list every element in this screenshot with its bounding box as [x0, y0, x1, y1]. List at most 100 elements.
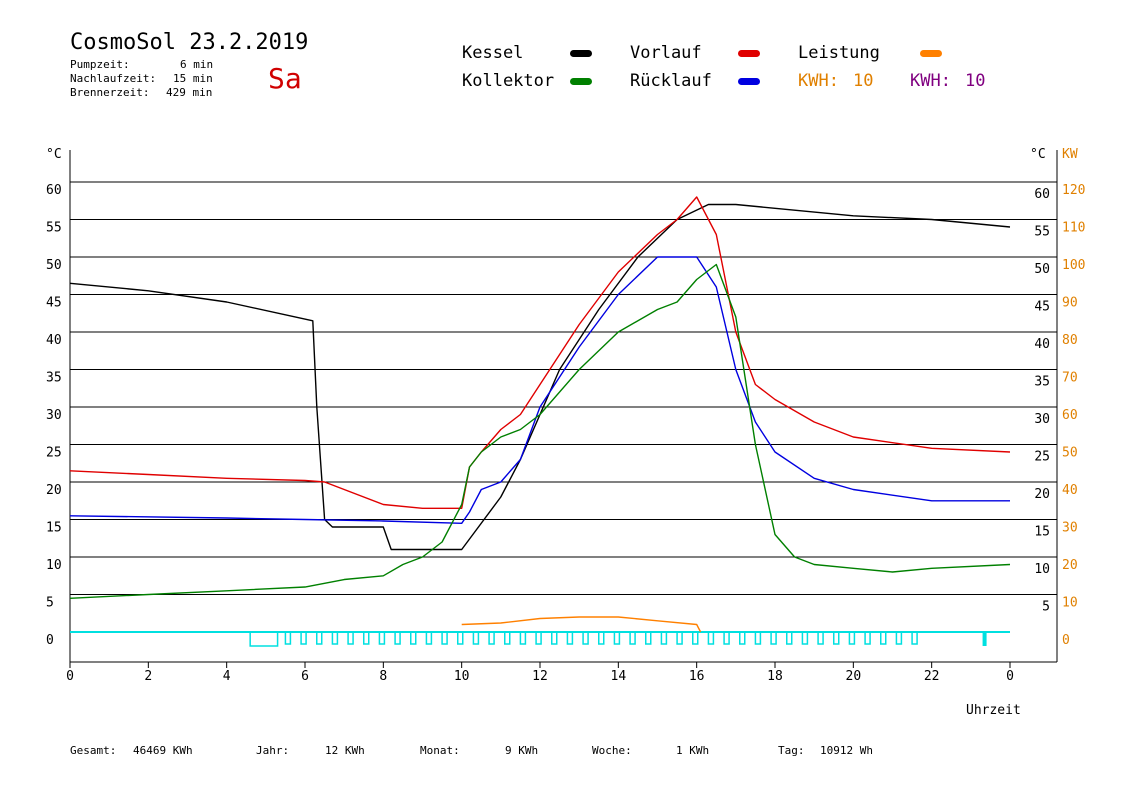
pump-marker [425, 631, 433, 645]
y-axis-right-celsius-label: °C [1030, 147, 1046, 162]
tick-labels: 0 2 4 6 8 10 12 14 16 18 20 22 005101520253035404550… [46, 183, 1085, 684]
y-tick-left-label: 30 [46, 408, 62, 423]
y-tick-right-celsius-label: 25 [1034, 450, 1050, 465]
footer-monat-label: Monat: [420, 744, 460, 757]
y-tick-left-label: 40 [46, 333, 62, 348]
y-tick-right-celsius-label: 5 [1042, 600, 1050, 615]
y-tick-left-label: 50 [46, 258, 62, 273]
pump-marker [441, 631, 448, 645]
series-line-3 [69, 256, 1010, 524]
y-tick-right-kw-label: 10 [1062, 596, 1078, 611]
series-line-4 [69, 263, 1011, 599]
pump-marker [723, 631, 730, 645]
y-tick-left-label: 20 [46, 483, 62, 498]
y-tick-left-label: 10 [46, 558, 62, 573]
pump-marker [817, 631, 824, 645]
y-tick-right-kw-label: 120 [1062, 183, 1085, 198]
x-tick-label: 6 [301, 669, 309, 684]
pump-marker [457, 631, 464, 645]
pump-marker-end [982, 632, 987, 646]
x-tick-label: 10 [454, 669, 470, 684]
pump-marker [378, 631, 386, 645]
x-tick-label: 22 [924, 669, 940, 684]
y-tick-right-kw-label: 0 [1062, 633, 1070, 648]
series-lines [69, 196, 1011, 633]
pump-marker [613, 631, 621, 645]
pump-marker [754, 631, 762, 645]
legend-kessel-label: Kessel [462, 43, 524, 63]
pump-marker [410, 631, 417, 645]
pump-marker [472, 631, 480, 645]
footer-tag-value: 10912 Wh [820, 744, 873, 757]
x-tick-label: 14 [611, 669, 627, 684]
y-tick-right-kw-label: 40 [1062, 483, 1078, 498]
y-tick-right-celsius-label: 50 [1034, 262, 1050, 277]
stat-pumpzeit-value: 6 min [180, 58, 214, 71]
footer-woche-label: Woche: [592, 744, 632, 757]
x-tick-label: 4 [223, 669, 231, 684]
stat-nachlaufzeit-value: 15 min [173, 72, 213, 85]
legend-ruecklauf-swatch [738, 78, 760, 85]
pump-marker [645, 631, 652, 645]
legend-kwh2-value: 10 [965, 71, 986, 91]
pump-marker [300, 631, 307, 645]
legend-kwh1-label: KWH: [798, 71, 839, 91]
pump-marker [770, 631, 777, 645]
y-tick-right-celsius-label: 45 [1034, 300, 1050, 315]
y-tick-left-label: 60 [46, 183, 62, 198]
legend-ruecklauf-label: Rücklauf [630, 71, 712, 91]
y-tick-right-celsius-label: 40 [1034, 337, 1050, 352]
legend-kollektor-label: Kollektor [462, 71, 555, 91]
series-line-2 [69, 196, 1011, 509]
y-tick-left-label: 45 [46, 296, 62, 311]
y-tick-right-celsius-label: 20 [1034, 487, 1050, 502]
pump-marker [504, 631, 511, 645]
y-tick-right-kw-label: 50 [1062, 446, 1078, 461]
y-tick-right-kw-label: 20 [1062, 558, 1078, 573]
y-tick-right-kw-label: 110 [1062, 221, 1085, 236]
pump-marker [347, 631, 354, 645]
y-tick-right-celsius-label: 55 [1034, 225, 1050, 240]
y-tick-left-label: 25 [46, 446, 62, 461]
y-axis-right-kw-label: KW [1062, 147, 1078, 162]
pump-block [249, 631, 279, 647]
y-tick-left-label: 0 [46, 633, 54, 648]
pump-activity-bar [70, 631, 1010, 647]
pump-marker [848, 631, 856, 645]
x-tick-label: 0 [1006, 669, 1014, 684]
x-tick-label: 2 [144, 669, 152, 684]
pump-marker [284, 631, 292, 645]
x-axis-label: Uhrzeit [966, 703, 1021, 718]
pump-marker [739, 631, 746, 645]
pump-marker [488, 631, 495, 645]
legend-kollektor-swatch [570, 78, 592, 85]
legend-kwh1-value: 10 [853, 71, 874, 91]
legend-kessel-swatch [570, 50, 592, 57]
footer-gesamt-label: Gesamt: [70, 744, 117, 757]
y-tick-right-kw-label: 90 [1062, 296, 1078, 311]
y-tick-right-celsius-label: 10 [1034, 562, 1050, 577]
legend-vorlauf-label: Vorlauf [630, 43, 702, 63]
pump-marker [582, 631, 589, 645]
y-tick-right-kw-label: 30 [1062, 521, 1078, 536]
y-tick-left-label: 55 [46, 221, 62, 236]
pump-marker [692, 631, 699, 645]
pump-marker [629, 631, 636, 645]
pump-marker [660, 631, 668, 645]
pump-marker [598, 631, 605, 645]
y-tick-right-celsius-label: 15 [1034, 525, 1050, 540]
pump-marker [895, 631, 903, 645]
y-tick-right-kw-label: 70 [1062, 371, 1078, 386]
y-tick-right-kw-label: 60 [1062, 408, 1078, 423]
pump-marker [394, 631, 401, 645]
pump-marker [833, 631, 840, 645]
pump-marker [535, 631, 542, 645]
pump-marker [519, 631, 527, 645]
axes [69, 150, 1058, 668]
footer-woche-value: 1 KWh [676, 744, 710, 757]
x-tick-label: 0 [66, 669, 74, 684]
legend-vorlauf-swatch [738, 50, 760, 57]
pump-marker [331, 631, 339, 645]
y-tick-right-kw-label: 80 [1062, 333, 1078, 348]
